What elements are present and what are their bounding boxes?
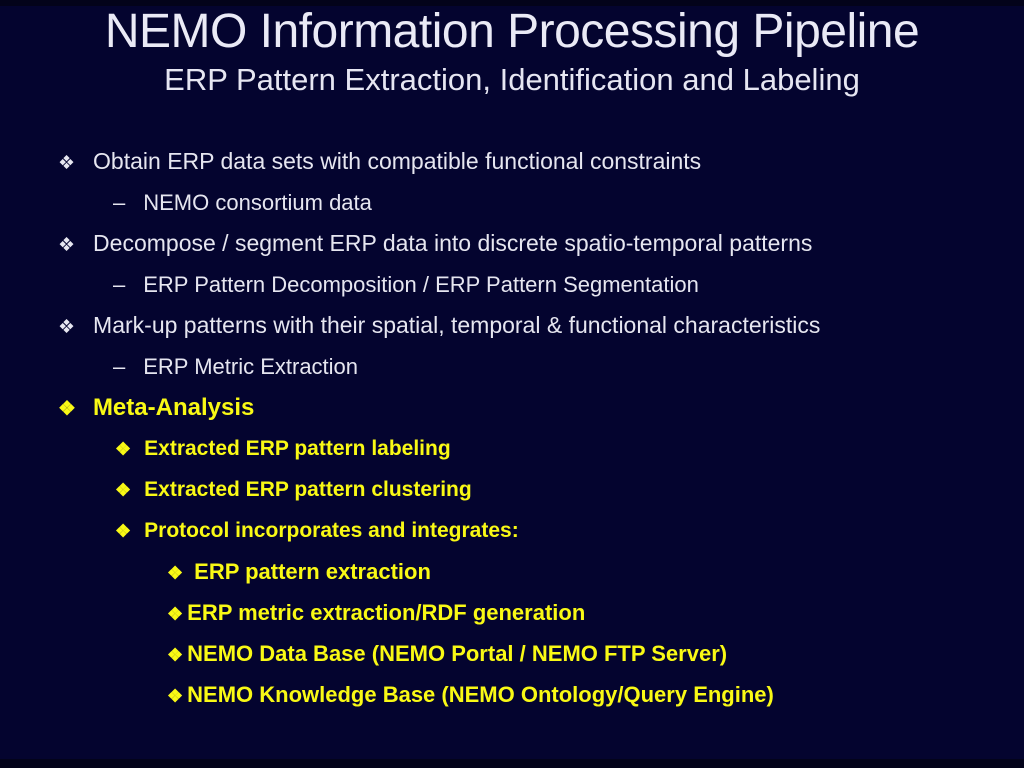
dash-bullet-icon: – — [113, 354, 126, 379]
bullet-text: Obtain ERP data sets with compatible fun… — [93, 148, 702, 174]
bullet-item-nemo-knowledge-base: ❖ NEMO Knowledge Base (NEMO Ontology/Quer… — [0, 674, 1024, 715]
sub-item-pattern-decomposition: – ERP Pattern Decomposition / ERP Pattern… — [0, 264, 1024, 305]
slide-top-edge — [0, 0, 1024, 6]
diamond-bullet-icon: ❖ — [167, 686, 184, 706]
bullet-item-pattern-clustering: ❖ Extracted ERP pattern clustering — [0, 469, 1024, 510]
bullet-item-protocol-incorporates: ❖ Protocol incorporates and integrates: — [0, 510, 1024, 551]
diamond-bullet-icon: ❖ — [115, 480, 132, 500]
diamond-bullet-icon: ❖ — [58, 317, 76, 338]
bullet-item-decompose-segment: ❖ Decompose / segment ERP data into discr… — [0, 223, 1024, 264]
bullet-item-pattern-labeling: ❖ Extracted ERP pattern labeling — [0, 428, 1024, 469]
bullet-item-nemo-data-base: ❖ NEMO Data Base (NEMO Portal / NEMO FTP … — [0, 633, 1024, 674]
sub-item-erp-metric-extraction: – ERP Metric Extraction — [0, 346, 1024, 387]
slide-bottom-edge — [0, 759, 1024, 768]
bullet-item-rdf-generation: ❖ ERP metric extraction/RDF generation — [0, 592, 1024, 633]
diamond-bullet-icon: ❖ — [58, 398, 76, 420]
bullet-text: ERP Pattern Decomposition / ERP Pattern … — [143, 272, 699, 297]
bullet-text: Meta-Analysis — [92, 394, 255, 421]
bullet-item-obtain-erp-data: ❖ Obtain ERP data sets with compatible fu… — [0, 141, 1024, 182]
bullet-text: NEMO Data Base (NEMO Portal / NEMO FTP S… — [187, 641, 728, 666]
bullet-text: Extracted ERP pattern clustering — [144, 478, 472, 501]
slide-header: NEMO Information Processing Pipeline ERP… — [0, 4, 1024, 100]
bullet-text: Extracted ERP pattern labeling — [144, 437, 451, 460]
slide-subtitle: ERP Pattern Extraction, Identification a… — [164, 62, 860, 97]
bullet-text: ERP metric extraction/RDF generation — [187, 600, 586, 625]
bullet-text: Decompose / segment ERP data into discre… — [93, 230, 813, 256]
bullet-item-meta-analysis: ❖ Meta-Analysis — [0, 387, 1024, 428]
diamond-bullet-icon: ❖ — [58, 235, 76, 256]
bullet-text: Mark-up patterns with their spatial, tem… — [93, 312, 821, 338]
diamond-bullet-icon: ❖ — [115, 521, 132, 541]
diamond-bullet-icon: ❖ — [167, 645, 184, 665]
slide-title: NEMO Information Processing Pipeline — [104, 5, 920, 58]
diamond-bullet-icon: ❖ — [58, 153, 76, 174]
dash-bullet-icon: – — [113, 272, 126, 297]
dash-bullet-icon: – — [113, 190, 126, 215]
bullet-text: ERP pattern extraction — [194, 559, 431, 584]
bullet-text: NEMO consortium data — [143, 190, 372, 215]
bullet-list: ❖ Obtain ERP data sets with compatible fu… — [0, 141, 1024, 715]
diamond-bullet-icon: ❖ — [167, 563, 184, 583]
bullet-text: NEMO Knowledge Base (NEMO Ontology/Query… — [187, 682, 774, 707]
bullet-item-erp-pattern-extraction: ❖ ERP pattern extraction — [0, 551, 1024, 592]
bullet-text: Protocol incorporates and integrates: — [144, 519, 519, 542]
diamond-bullet-icon: ❖ — [167, 604, 184, 624]
bullet-item-markup-patterns: ❖ Mark-up patterns with their spatial, te… — [0, 305, 1024, 346]
sub-item-nemo-consortium-data: – NEMO consortium data — [0, 182, 1024, 223]
diamond-bullet-icon: ❖ — [115, 439, 132, 459]
bullet-text: ERP Metric Extraction — [143, 354, 359, 379]
